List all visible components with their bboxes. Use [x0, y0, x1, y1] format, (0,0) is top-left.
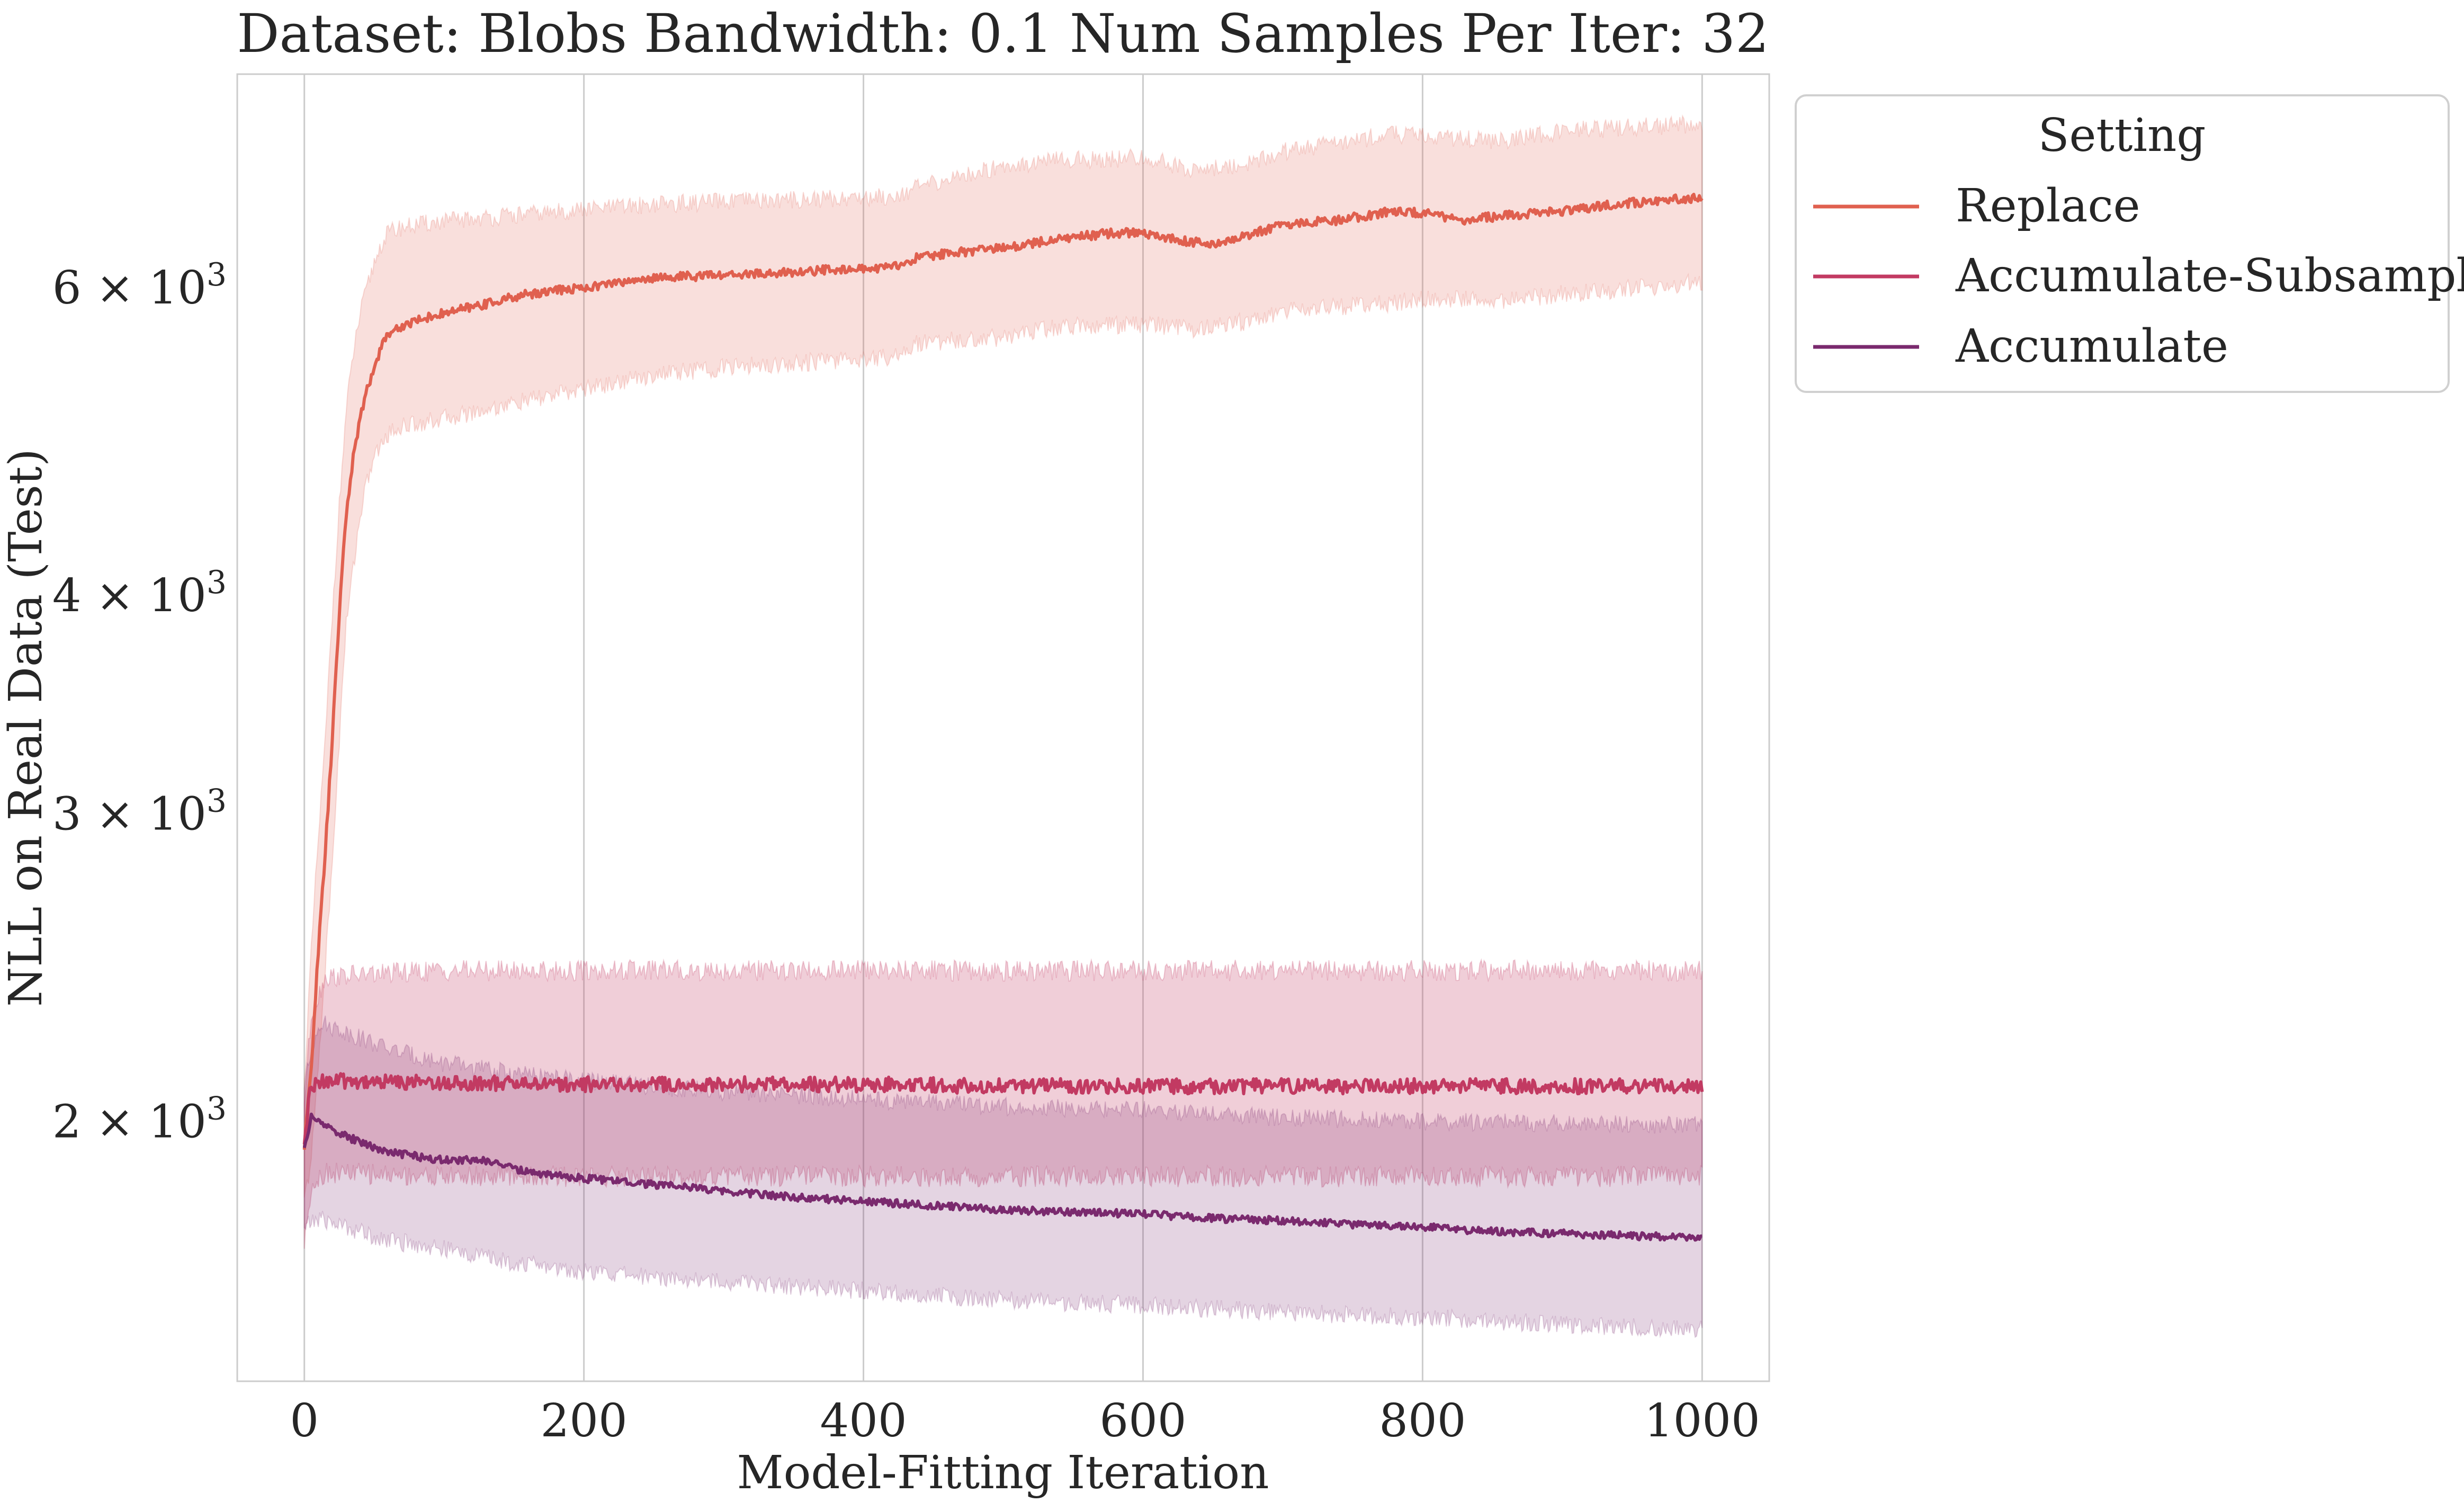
legend: Setting Replace Accumulate-Subsample Acc… — [1795, 94, 2464, 393]
y-axis-label: NLL on Real Data (Test) — [0, 449, 52, 1007]
x-tick-label: 400 — [820, 1394, 907, 1447]
legend-title: Setting — [2038, 109, 2206, 162]
y-tick-label: 3 × 103 — [52, 782, 227, 841]
line-accumulate-subsample — [302, 1072, 1704, 1145]
legend-item-accumulate-subsample: Accumulate-Subsample — [1813, 249, 2464, 302]
band-replace — [303, 114, 1703, 1198]
x-axis-label: Model-Fitting Iteration — [737, 1446, 1269, 1499]
band-accumulate — [303, 1015, 1703, 1338]
line-accumulate — [302, 1112, 1703, 1242]
plot-frame — [236, 73, 1770, 1382]
x-tick-label: 0 — [290, 1394, 319, 1447]
x-tick-label: 800 — [1379, 1394, 1466, 1447]
x-tick-label: 600 — [1099, 1394, 1186, 1447]
series-lines — [302, 192, 1704, 1242]
y-axis-ticks: 2 × 103 3 × 103 4 × 103 6 × 103 — [52, 256, 227, 1148]
y-tick-label: 6 × 103 — [52, 256, 227, 315]
band-accumulate-subsample — [303, 958, 1703, 1249]
x-axis-ticks: 0 200 400 600 800 1000 — [290, 1394, 1760, 1447]
line-replace — [302, 192, 1704, 1150]
chart-title: Dataset: Blobs Bandwidth: 0.1 Num Sample… — [237, 3, 1769, 65]
legend-label-accumulate-subsample: Accumulate-Subsample — [1955, 249, 2464, 302]
x-tick-label: 200 — [541, 1394, 628, 1447]
y-tick-label: 2 × 103 — [52, 1090, 227, 1148]
grid — [303, 74, 1703, 1381]
legend-label-replace: Replace — [1956, 180, 2140, 233]
legend-label-accumulate: Accumulate — [1955, 320, 2228, 373]
legend-item-replace: Replace — [1813, 180, 2140, 233]
x-tick-label: 1000 — [1644, 1394, 1760, 1447]
confidence-bands — [303, 114, 1703, 1338]
legend-item-accumulate: Accumulate — [1813, 320, 2228, 373]
y-tick-label: 4 × 103 — [52, 564, 227, 622]
legend-box — [1795, 94, 2450, 393]
